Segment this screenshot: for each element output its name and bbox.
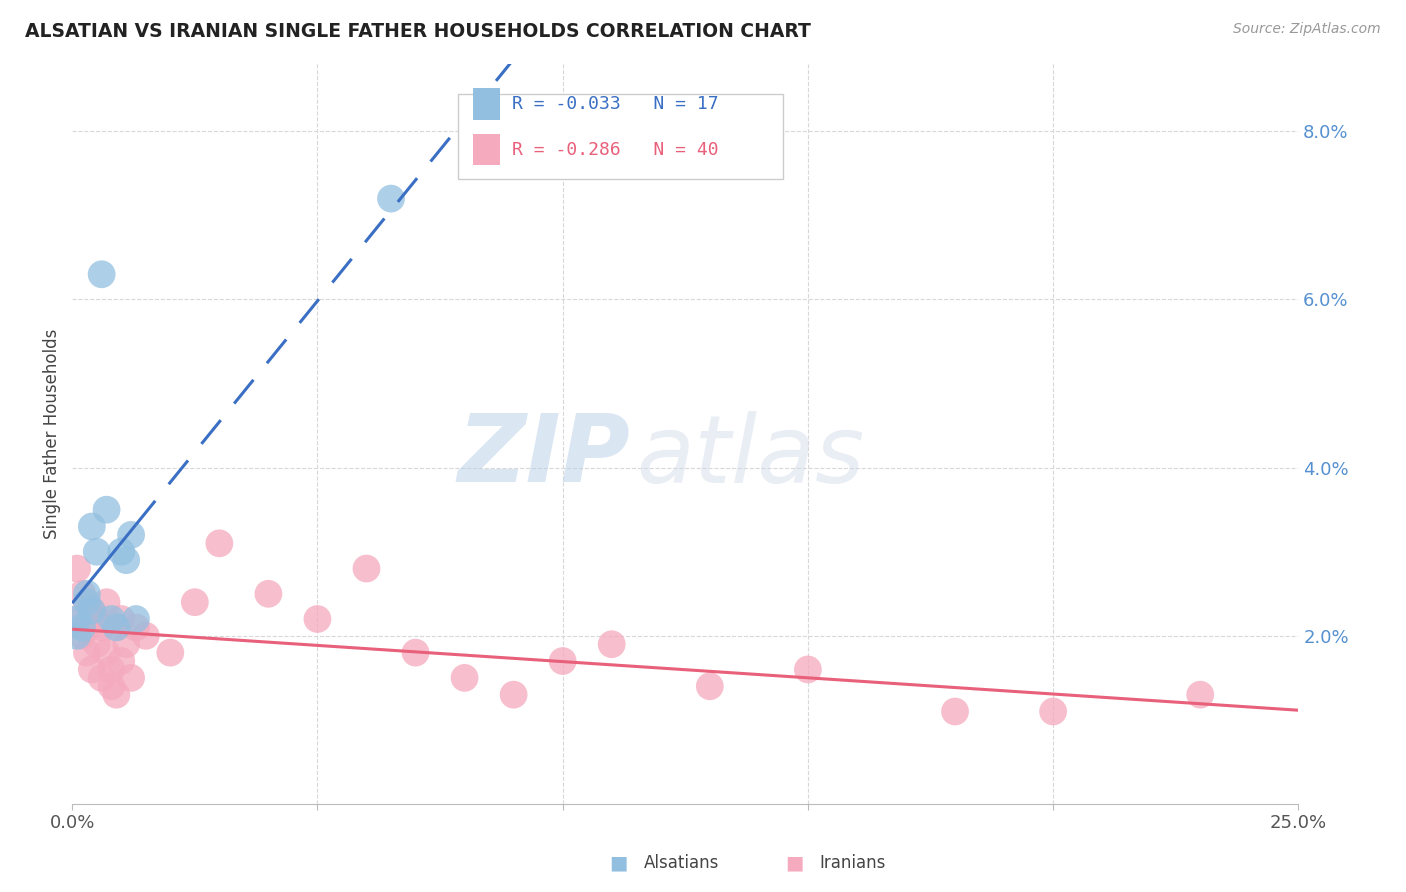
Point	[135, 629, 157, 643]
Point	[380, 192, 402, 206]
Text: R = -0.286   N = 40: R = -0.286 N = 40	[512, 141, 718, 159]
Point	[70, 629, 93, 643]
Point	[100, 663, 122, 677]
Point	[96, 646, 118, 660]
Point	[96, 502, 118, 516]
Point	[96, 595, 118, 609]
Point	[105, 620, 128, 634]
Point	[600, 637, 623, 651]
Point	[405, 646, 427, 660]
Text: Iranians: Iranians	[820, 855, 886, 872]
Point	[307, 612, 329, 626]
Point	[125, 620, 148, 634]
Point	[76, 646, 98, 660]
Point	[120, 671, 142, 685]
Point	[80, 604, 103, 618]
Point	[184, 595, 207, 609]
Point	[66, 612, 89, 626]
Point	[1189, 688, 1212, 702]
Text: ■: ■	[785, 854, 804, 872]
Point	[257, 587, 280, 601]
Point	[453, 671, 475, 685]
Point	[90, 671, 112, 685]
Point	[80, 663, 103, 677]
Bar	[474, 88, 501, 120]
Text: Alsatians: Alsatians	[644, 855, 720, 872]
Point	[110, 545, 132, 559]
Point	[699, 679, 721, 693]
Text: Source: ZipAtlas.com: Source: ZipAtlas.com	[1233, 22, 1381, 37]
Point	[66, 629, 89, 643]
Point	[100, 679, 122, 693]
Point	[110, 654, 132, 668]
Point	[86, 545, 108, 559]
Point	[105, 620, 128, 634]
FancyBboxPatch shape	[458, 94, 783, 178]
Point	[1042, 705, 1064, 719]
Point	[797, 663, 820, 677]
Text: ALSATIAN VS IRANIAN SINGLE FATHER HOUSEHOLDS CORRELATION CHART: ALSATIAN VS IRANIAN SINGLE FATHER HOUSEH…	[25, 22, 811, 41]
Point	[208, 536, 231, 550]
Point	[551, 654, 574, 668]
Text: ZIP: ZIP	[457, 410, 630, 502]
Point	[120, 528, 142, 542]
Text: ■: ■	[609, 854, 628, 872]
Bar	[474, 135, 501, 165]
Point	[356, 561, 378, 575]
Point	[76, 620, 98, 634]
Point	[76, 587, 98, 601]
Point	[115, 637, 138, 651]
Point	[105, 688, 128, 702]
Point	[80, 519, 103, 533]
Point	[66, 612, 89, 626]
Point	[66, 561, 89, 575]
Point	[100, 612, 122, 626]
Point	[80, 604, 103, 618]
Point	[90, 620, 112, 634]
Point	[115, 553, 138, 567]
Point	[70, 620, 93, 634]
Point	[125, 612, 148, 626]
Point	[502, 688, 524, 702]
Point	[76, 595, 98, 609]
Point	[86, 612, 108, 626]
Point	[159, 646, 181, 660]
Y-axis label: Single Father Households: Single Father Households	[44, 329, 60, 539]
Point	[86, 637, 108, 651]
Point	[110, 612, 132, 626]
Point	[943, 705, 966, 719]
Text: atlas: atlas	[637, 410, 865, 501]
Text: R = -0.033   N = 17: R = -0.033 N = 17	[512, 95, 718, 113]
Point	[90, 267, 112, 281]
Point	[70, 587, 93, 601]
